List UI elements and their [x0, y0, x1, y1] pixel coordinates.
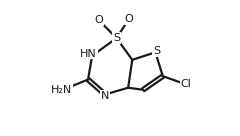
Text: O: O	[125, 14, 133, 24]
Text: S: S	[153, 46, 160, 56]
Text: HN: HN	[80, 49, 97, 59]
Text: N: N	[101, 91, 109, 101]
Text: S: S	[113, 33, 120, 43]
Text: O: O	[95, 15, 103, 25]
Text: Cl: Cl	[180, 79, 191, 89]
Text: H₂N: H₂N	[51, 85, 72, 95]
